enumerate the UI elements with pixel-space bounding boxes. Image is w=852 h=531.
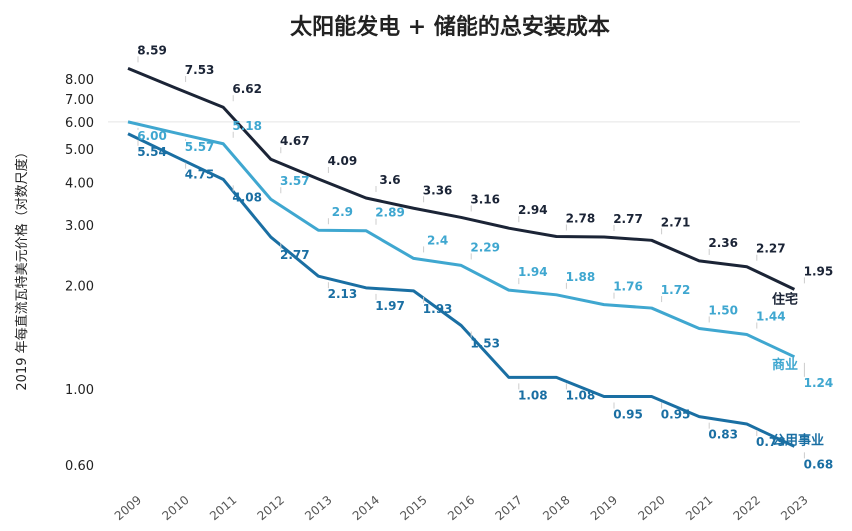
data-label: 0.95 bbox=[661, 408, 691, 422]
data-label: 2.77 bbox=[613, 212, 643, 226]
data-label: 6.00 bbox=[137, 129, 167, 143]
data-label: 5.54 bbox=[137, 145, 167, 159]
x-tick-label: 2017 bbox=[493, 493, 525, 523]
data-label: 5.57 bbox=[185, 140, 215, 154]
data-label: 2.9 bbox=[332, 205, 353, 219]
x-tick-label: 2018 bbox=[540, 493, 572, 523]
x-tick-label: 2014 bbox=[350, 493, 382, 523]
y-axis-label: 2019 年每直流瓦特美元价格（对数尺度） bbox=[14, 145, 30, 390]
data-label: 1.88 bbox=[566, 270, 596, 284]
data-label: 3.16 bbox=[470, 192, 500, 206]
data-label: 8.59 bbox=[137, 43, 167, 57]
data-label: 1.95 bbox=[804, 264, 834, 278]
series-label: 住宅 bbox=[772, 291, 798, 307]
data-label: 1.97 bbox=[375, 299, 405, 313]
data-label: 2.94 bbox=[518, 203, 548, 217]
data-label: 7.53 bbox=[185, 63, 215, 77]
x-tick-label: 2009 bbox=[112, 493, 144, 523]
data-label: 6.62 bbox=[232, 82, 262, 96]
data-label: 2.29 bbox=[470, 240, 500, 254]
plot-area: 8.00 7.00 6.00 5.00 4.00 3.00 2.00 1.00 0.60 2009… bbox=[65, 43, 833, 523]
x-tick-label: 2023 bbox=[778, 493, 810, 523]
data-label: 2.4 bbox=[427, 233, 448, 247]
data-label: 1.53 bbox=[470, 337, 500, 351]
y-tick-label: 8.00 bbox=[65, 73, 94, 88]
x-tick-label: 2021 bbox=[683, 493, 715, 523]
x-tick-label: 2011 bbox=[207, 493, 239, 523]
data-label: 4.09 bbox=[328, 154, 358, 168]
data-label: 1.93 bbox=[423, 302, 453, 316]
y-tick-label: 0.60 bbox=[65, 459, 94, 474]
y-tick-label: 4.00 bbox=[65, 176, 94, 191]
x-tick-label: 2012 bbox=[255, 493, 287, 523]
data-label: 3.57 bbox=[280, 174, 310, 188]
y-tick-label: 1.00 bbox=[65, 383, 94, 398]
x-tick-label: 2010 bbox=[159, 493, 191, 523]
data-label: 0.68 bbox=[804, 457, 834, 471]
data-label: 2.36 bbox=[708, 236, 738, 250]
data-label: 1.72 bbox=[661, 283, 691, 297]
data-label: 2.77 bbox=[280, 248, 310, 262]
y-tick-label: 2.00 bbox=[65, 280, 94, 295]
chart-title: 太阳能发电 + 储能的总安装成本 bbox=[290, 14, 610, 40]
x-tick-label: 2022 bbox=[731, 493, 763, 523]
data-label: 1.24 bbox=[804, 376, 834, 390]
data-label: 2.78 bbox=[566, 212, 596, 226]
data-label: 1.08 bbox=[566, 388, 596, 402]
data-label: 2.89 bbox=[375, 206, 405, 220]
data-label: 5.18 bbox=[232, 119, 262, 133]
data-label: 1.44 bbox=[756, 310, 786, 324]
data-label: 4.08 bbox=[232, 190, 262, 204]
series-label: 商业 bbox=[772, 357, 798, 373]
data-label: 1.08 bbox=[518, 388, 548, 402]
data-label: 0.79 bbox=[756, 435, 786, 449]
y-tick-label: 5.00 bbox=[65, 143, 94, 158]
data-label: 2.27 bbox=[756, 242, 786, 256]
y-tick-label: 7.00 bbox=[65, 93, 94, 108]
data-label: 1.50 bbox=[708, 303, 738, 317]
data-label: 3.6 bbox=[379, 173, 400, 187]
x-tick-label: 2015 bbox=[397, 493, 429, 523]
data-label: 1.94 bbox=[518, 265, 548, 279]
data-label: 0.83 bbox=[708, 428, 738, 442]
x-tick-label: 2019 bbox=[588, 493, 620, 523]
series-line-1 bbox=[127, 67, 796, 291]
series-line-2 bbox=[127, 120, 796, 359]
data-label: 3.36 bbox=[423, 183, 453, 197]
data-label: 4.75 bbox=[185, 168, 215, 182]
data-label: 2.13 bbox=[328, 287, 358, 301]
y-tick-label: 6.00 bbox=[65, 116, 94, 131]
y-tick-label: 3.00 bbox=[65, 219, 94, 234]
series-line-3 bbox=[127, 132, 796, 448]
data-label: 1.76 bbox=[613, 280, 643, 294]
x-tick-label: 2016 bbox=[445, 493, 477, 523]
x-tick-label: 2020 bbox=[635, 493, 667, 523]
data-label: 4.67 bbox=[280, 134, 310, 148]
data-label: 0.95 bbox=[613, 408, 643, 422]
series-label: 公用事业 bbox=[772, 432, 824, 448]
x-tick-label: 2013 bbox=[302, 493, 334, 523]
data-label: 2.71 bbox=[661, 215, 691, 229]
